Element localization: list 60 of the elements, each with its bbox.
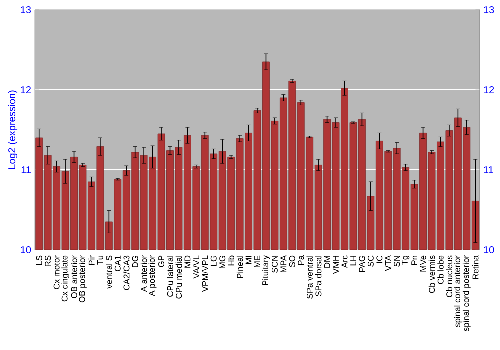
y2-tick-label: 12 xyxy=(484,86,494,94)
x-tick-label: CPu lateral xyxy=(167,256,174,297)
y-tick-label: 11 xyxy=(22,166,31,174)
x-tick-label: SPa dorsal xyxy=(315,256,322,296)
x-tick-label: Cx cingulate xyxy=(62,256,70,302)
x-tick-label: ME xyxy=(254,256,260,268)
y-tick-label: 10 xyxy=(21,246,32,254)
x-tick-label: MI xyxy=(246,256,252,264)
x-tick-label: Pineal xyxy=(236,256,244,278)
y-tick-label: 13 xyxy=(21,6,32,14)
x-tick-label: VTA xyxy=(385,255,392,272)
x-tick-label: Arc xyxy=(342,256,348,268)
x-tick-label: GP xyxy=(158,256,165,268)
x-tick-label: CPu medial xyxy=(176,256,182,299)
x-tick-label: CA1 xyxy=(114,256,121,272)
x-tick-label: ventral S xyxy=(106,256,112,289)
x-tick-label: Cb lobe xyxy=(438,256,444,284)
x-tick-label: Pir xyxy=(88,256,95,266)
x-tick-label: Pa xyxy=(298,255,304,266)
x-tick-label: LS xyxy=(36,256,42,266)
y2-tick-label: 13 xyxy=(484,6,494,14)
x-tick-label: Pn xyxy=(412,256,418,266)
x-tick-label: SCN xyxy=(272,256,278,273)
x-tick-label: DM xyxy=(324,256,330,268)
x-tick-label: OB posterior xyxy=(79,256,87,303)
y2-tick-label: 11 xyxy=(484,166,494,174)
x-tick-label: MG xyxy=(220,256,226,268)
x-tick-label: Tg xyxy=(402,256,410,266)
x-tick-label: MVe xyxy=(420,256,426,272)
x-tick-label: A posterior xyxy=(148,256,157,296)
x-tick-label: Cx motor xyxy=(54,256,60,290)
x-tick-label: DG xyxy=(132,256,138,268)
x-tick-label: SC xyxy=(368,256,374,267)
x-tick-label: Cb nucleus xyxy=(446,256,453,298)
x-tick-label: Tu xyxy=(97,256,104,265)
x-tick-label: Cb vermis xyxy=(428,256,436,294)
x-tick-label: SPa ventral xyxy=(306,256,313,299)
x-tick-label: VPM/VPL xyxy=(202,256,208,292)
x-tick-label: OB anterior xyxy=(71,256,78,298)
x-tick-label: MPA xyxy=(280,255,287,272)
x-tick-label: SN xyxy=(394,256,400,267)
y-tick-label: 12 xyxy=(21,86,31,94)
x-tick-label: RS xyxy=(45,256,52,267)
y-axis-title: Log2 (expression) xyxy=(8,90,18,170)
x-tick-label: spinal cord posterior xyxy=(462,256,471,332)
x-tick-label: spinal cord anterior xyxy=(454,256,462,328)
x-tick-label: Hb xyxy=(228,256,234,266)
x-tick-label: A anterior xyxy=(140,256,148,292)
x-tick-label: MD xyxy=(184,256,191,268)
y2-tick-label: 10 xyxy=(484,246,494,254)
x-tick-label: CA2/CA3 xyxy=(124,256,130,290)
x-tick-label: VMH xyxy=(333,256,339,274)
x-tick-label: Pituitary xyxy=(262,255,270,286)
x-tick-label: SO xyxy=(289,256,296,268)
x-tick-label: LG xyxy=(210,256,217,266)
x-tick-label: Retina xyxy=(472,255,479,280)
x-tick-label: IC xyxy=(376,256,383,264)
x-tick-label: LH xyxy=(350,256,356,266)
x-tick-label: VA/VL xyxy=(193,256,200,279)
x-tick-label: PAG xyxy=(359,256,366,272)
